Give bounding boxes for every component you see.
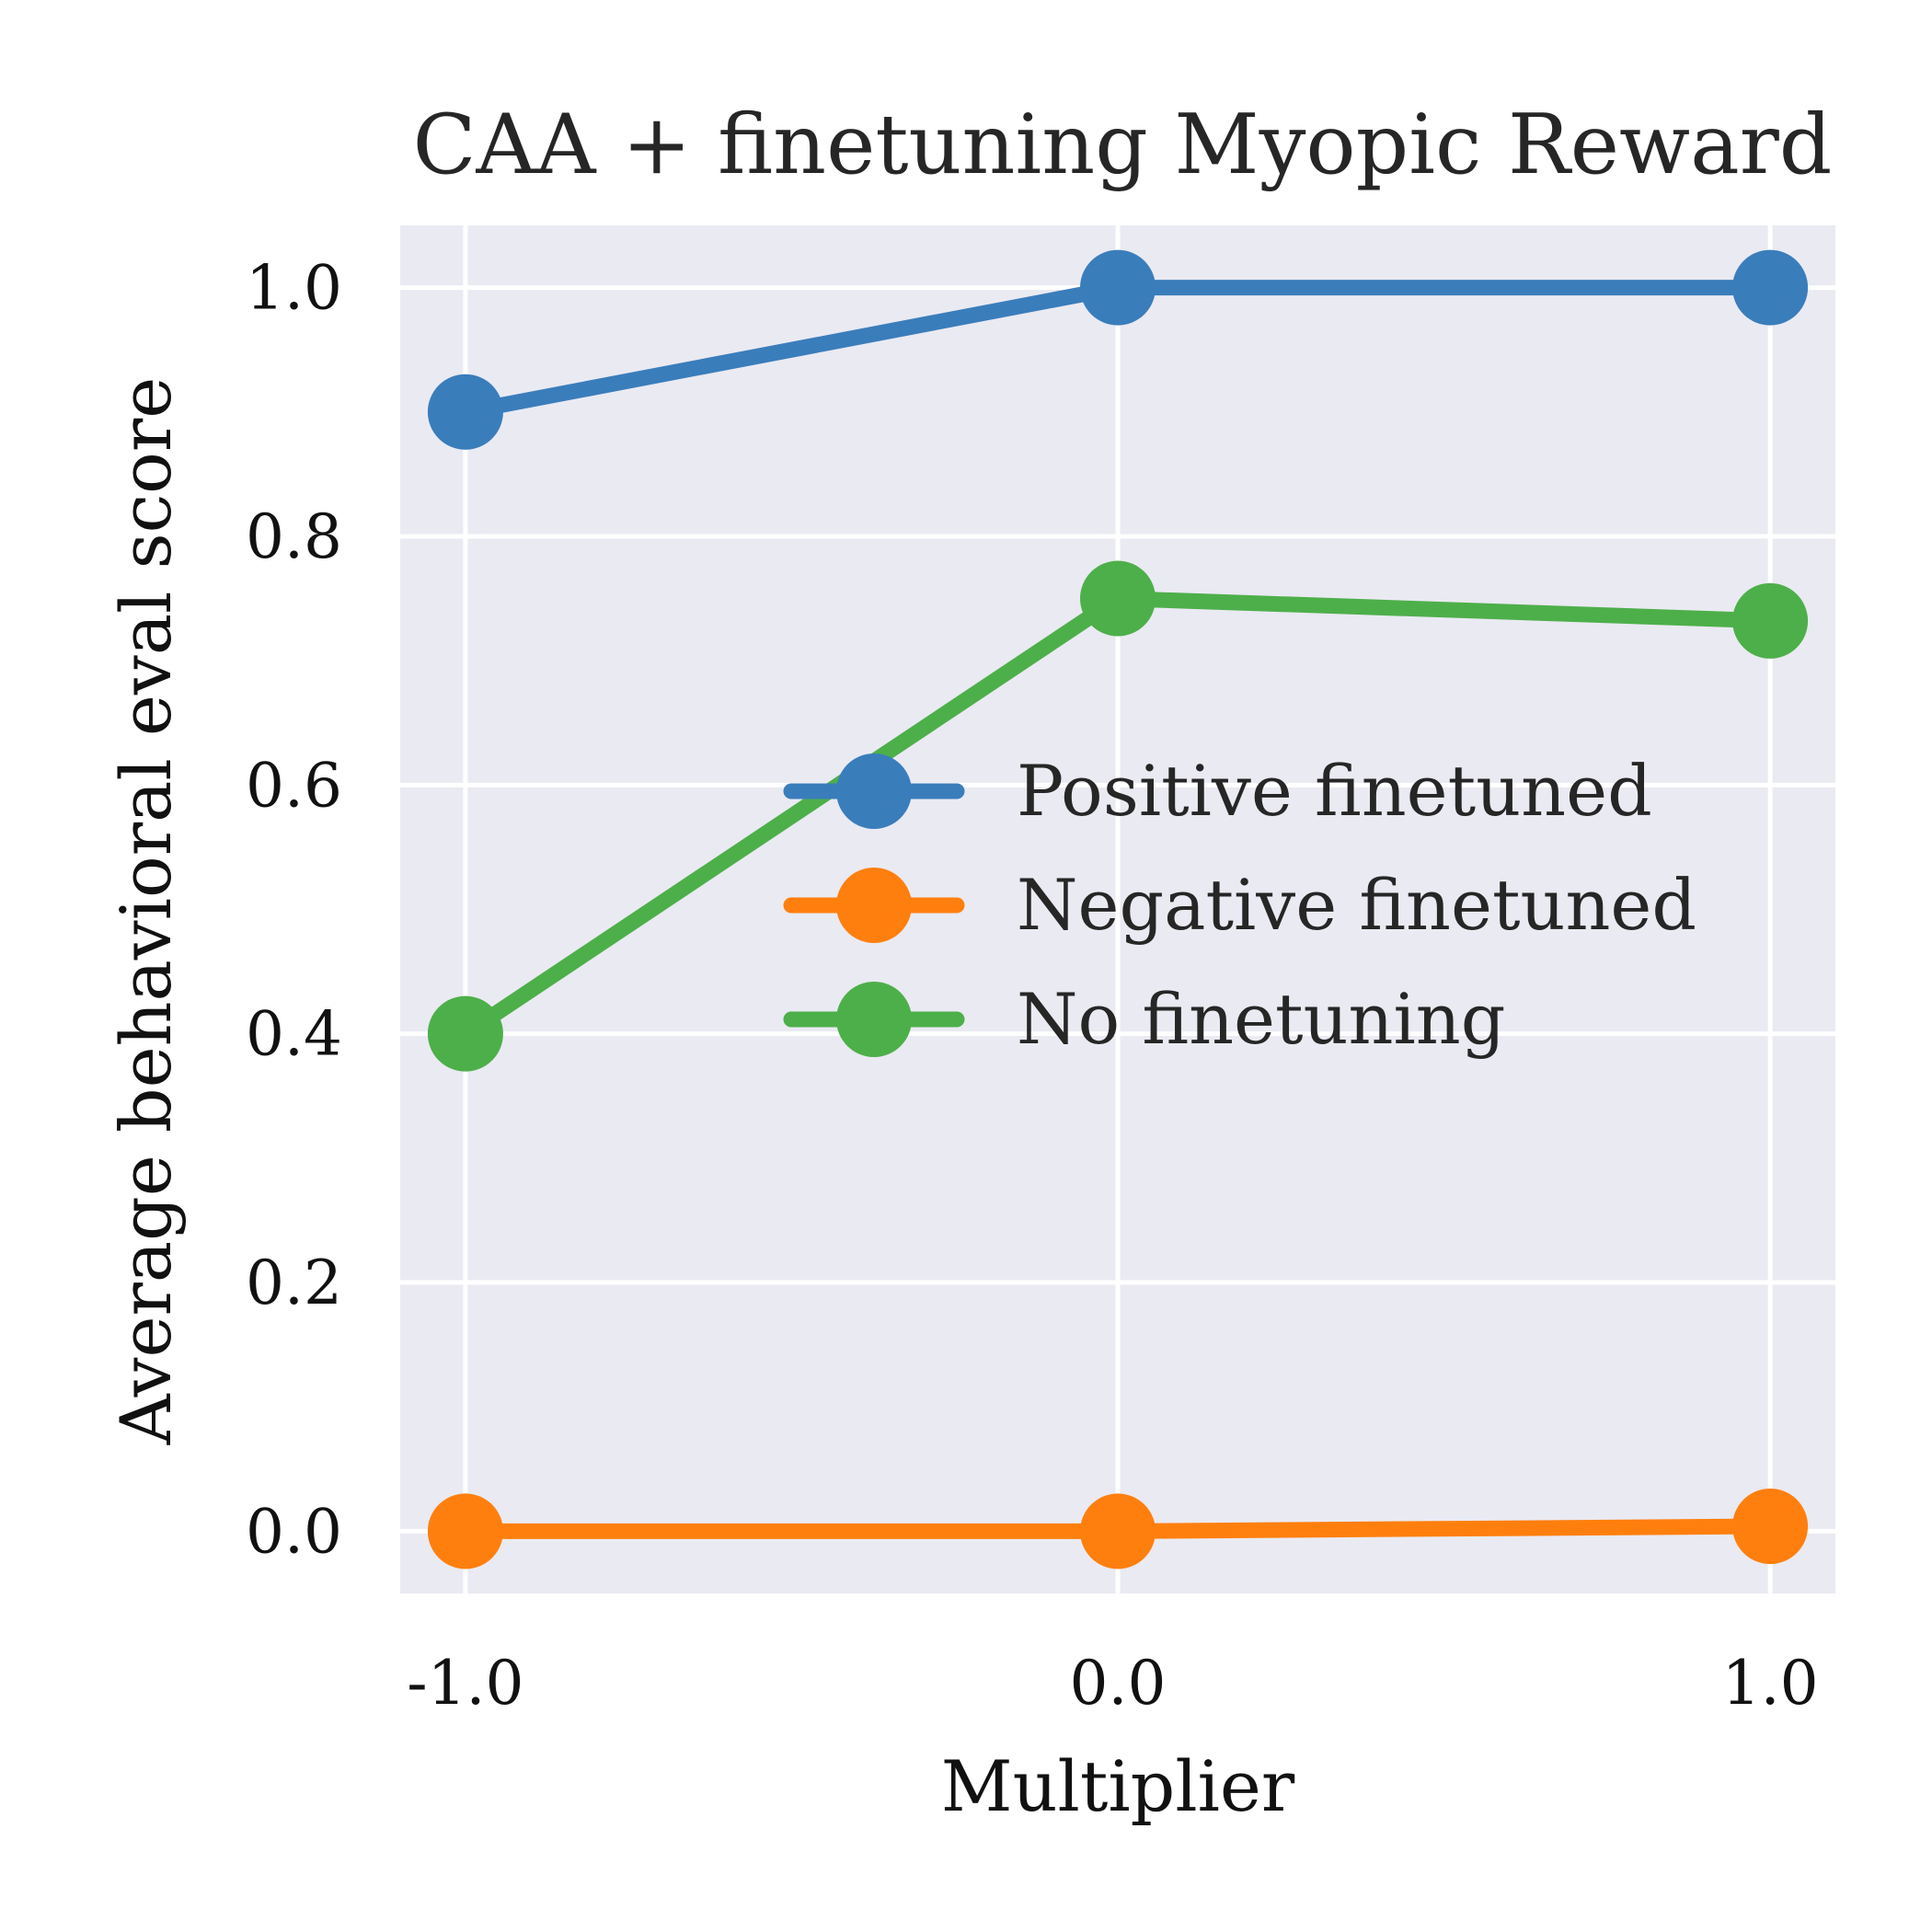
x-tick-label: 1.0 xyxy=(1722,1648,1819,1719)
x-tick-label: 0.0 xyxy=(1070,1648,1167,1719)
data-point-positive-finetuned xyxy=(1080,249,1156,326)
data-point-negative-finetuned xyxy=(1732,1489,1809,1565)
legend-marker xyxy=(836,868,912,943)
data-point-no-finetuning xyxy=(1080,560,1156,637)
legend-item-negative-finetuned: Negative finetuned xyxy=(783,864,1696,946)
data-point-no-finetuning xyxy=(427,995,503,1072)
legend-label: Negative finetuned xyxy=(1017,864,1696,946)
series-no-finetuning xyxy=(427,560,1809,1072)
data-point-negative-finetuned xyxy=(1080,1493,1156,1570)
data-point-negative-finetuned xyxy=(427,1493,503,1570)
series-negative-finetuned xyxy=(427,1489,1809,1570)
y-tick-label: 0.2 xyxy=(246,1248,342,1318)
series-layer xyxy=(427,249,1809,1570)
legend-marker xyxy=(836,753,912,829)
legend-marker xyxy=(836,982,912,1057)
y-tick-label: 0.8 xyxy=(246,501,342,572)
y-axis-label: Average behavioral eval score xyxy=(105,377,187,1445)
legend-label: No finetuning xyxy=(1017,978,1505,1060)
series-positive-finetuned xyxy=(427,249,1809,450)
data-point-positive-finetuned xyxy=(427,374,503,450)
legend-label: Positive finetuned xyxy=(1017,750,1652,832)
data-point-no-finetuning xyxy=(1732,582,1809,659)
x-axis-label: Multiplier xyxy=(941,1745,1295,1827)
tick-labels: 0.0 0.2 0.4 0.6 0.8 1.0 -1.0 0.0 1.0 xyxy=(246,253,1819,1719)
y-tick-label: 1.0 xyxy=(246,253,342,324)
legend-item-positive-finetuned: Positive finetuned xyxy=(783,750,1652,832)
y-tick-label: 0.0 xyxy=(246,1496,342,1567)
y-tick-label: 0.4 xyxy=(246,999,342,1070)
data-point-positive-finetuned xyxy=(1732,249,1809,326)
x-tick-label: -1.0 xyxy=(407,1648,523,1719)
legend-item-no-finetuning: No finetuning xyxy=(783,978,1505,1060)
chart-title: CAA + finetuning Myopic Reward xyxy=(413,97,1833,193)
legend: Positive finetuned Negative finetuned No f… xyxy=(783,750,1696,1060)
y-tick-label: 0.6 xyxy=(246,750,342,821)
